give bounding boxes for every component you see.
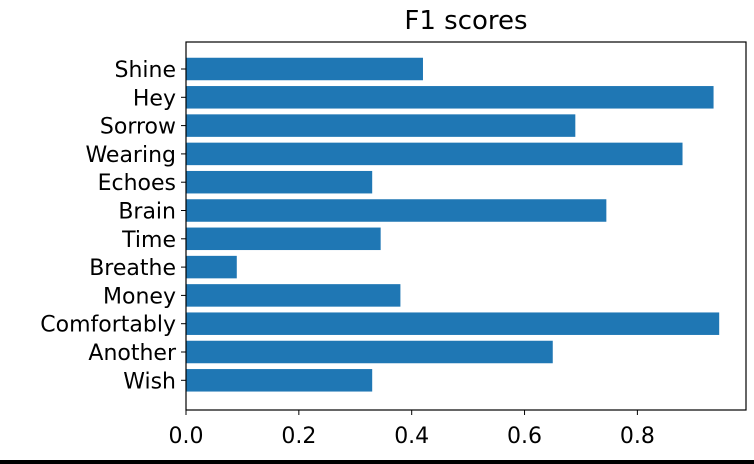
y-tick-label: Brain: [118, 200, 176, 225]
bar-money: [186, 284, 401, 307]
bar-shine: [186, 57, 423, 81]
bar-brain: [186, 199, 607, 222]
y-tick-label: Shine: [115, 58, 177, 83]
bar-another: [186, 340, 553, 364]
plot-frame: [185, 41, 747, 411]
y-tick-label: Breathe: [89, 256, 176, 281]
bars-group: [186, 57, 720, 392]
y-tick-label: Comfortably: [40, 313, 176, 338]
bar-hey: [186, 86, 714, 109]
bar-time: [186, 227, 381, 251]
bar-echoes: [186, 170, 373, 194]
y-tick-label: Echoes: [98, 171, 176, 196]
bar-wish: [186, 369, 373, 392]
x-tick-label: 0.6: [507, 424, 542, 449]
bar-wearing: [186, 142, 683, 166]
y-axis: Shine Hey Sorrow Wearing Echoes Brain Time Brea…: [40, 58, 186, 394]
y-tick-label: Hey: [133, 86, 176, 111]
x-tick-label: 0.8: [620, 424, 655, 449]
bar-comfortably: [186, 312, 720, 335]
bar-breathe: [186, 255, 237, 279]
x-axis: 0.0 0.2 0.4 0.6 0.8: [169, 410, 655, 449]
x-tick-label: 0.2: [281, 424, 316, 449]
y-tick-label: Wearing: [85, 143, 176, 168]
x-tick-label: 0.4: [394, 424, 429, 449]
y-tick-label: Another: [88, 341, 177, 366]
y-tick-label: Time: [121, 228, 176, 253]
x-tick-label: 0.0: [169, 424, 204, 449]
y-tick-label: Money: [103, 284, 176, 309]
y-tick-label: Wish: [123, 369, 176, 394]
bar-sorrow: [186, 114, 576, 137]
chart-title: F1 scores: [404, 6, 527, 36]
y-tick-label: Sorrow: [100, 115, 176, 140]
